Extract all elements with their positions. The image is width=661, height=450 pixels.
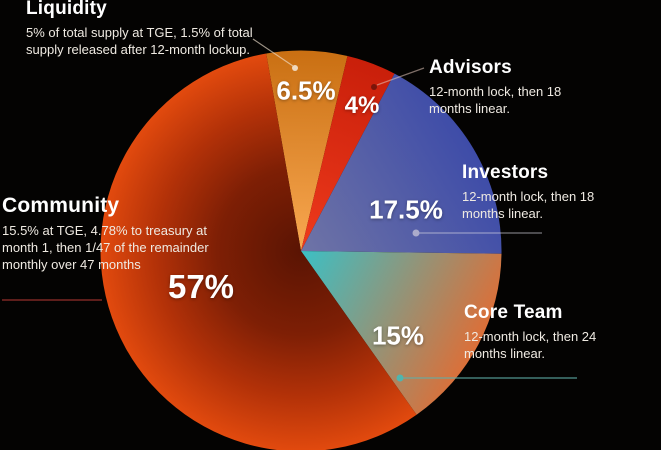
callout-investors: Investors 12-month lock, then 18 months … — [462, 162, 632, 222]
slice-title-advisors: Advisors — [429, 57, 512, 78]
slice-desc-investors: 12-month lock, then 18 months linear. — [462, 189, 595, 221]
slice-title-community: Community — [2, 194, 120, 217]
liquidity-connector-dot — [292, 65, 298, 71]
callout-liquidity: Liquidity 5% of total supply at TGE, 1.5… — [26, 0, 276, 58]
core-team-connector-dot — [396, 374, 404, 382]
slice-value-community: 57% — [167, 268, 235, 305]
callout-community: Community 15.5% at TGE, 4.78% to treasur… — [2, 194, 222, 273]
investors-connector-dot — [412, 229, 420, 237]
slice-desc-community: 15.5% at TGE, 4.78% to treasury at month… — [2, 223, 209, 272]
slice-value-advisors: 4% — [344, 92, 380, 119]
slice-desc-advisors: 12-month lock, then 18 months linear. — [429, 84, 562, 116]
pie-slice-core-team — [301, 251, 502, 415]
slice-title-investors: Investors — [462, 162, 549, 183]
callout-core-team: Core Team 12-month lock, then 24 months … — [464, 302, 634, 362]
slice-title-core-team: Core Team — [464, 302, 563, 323]
slice-value-liquidity: 6.5% — [276, 75, 336, 106]
advisors-connector-line — [376, 67, 425, 86]
pie-slice-liquidity — [266, 50, 348, 251]
pie-slice-advisors — [301, 56, 395, 251]
advisors-connector-dot — [371, 84, 377, 90]
pie-slice-community — [100, 53, 417, 450]
liquidity-connector-line — [252, 38, 294, 67]
slice-title-liquidity: Liquidity — [26, 0, 107, 19]
callout-advisors: Advisors 12-month lock, then 18 months l… — [429, 57, 599, 117]
pie-slice-investors — [301, 73, 502, 254]
slice-desc-liquidity: 5% of total supply at TGE, 1.5% of total… — [26, 25, 253, 57]
slice-value-investors: 17.5% — [369, 194, 443, 225]
slice-value-core-team: 15% — [371, 320, 425, 351]
slice-desc-core-team: 12-month lock, then 24 months linear. — [464, 329, 597, 361]
